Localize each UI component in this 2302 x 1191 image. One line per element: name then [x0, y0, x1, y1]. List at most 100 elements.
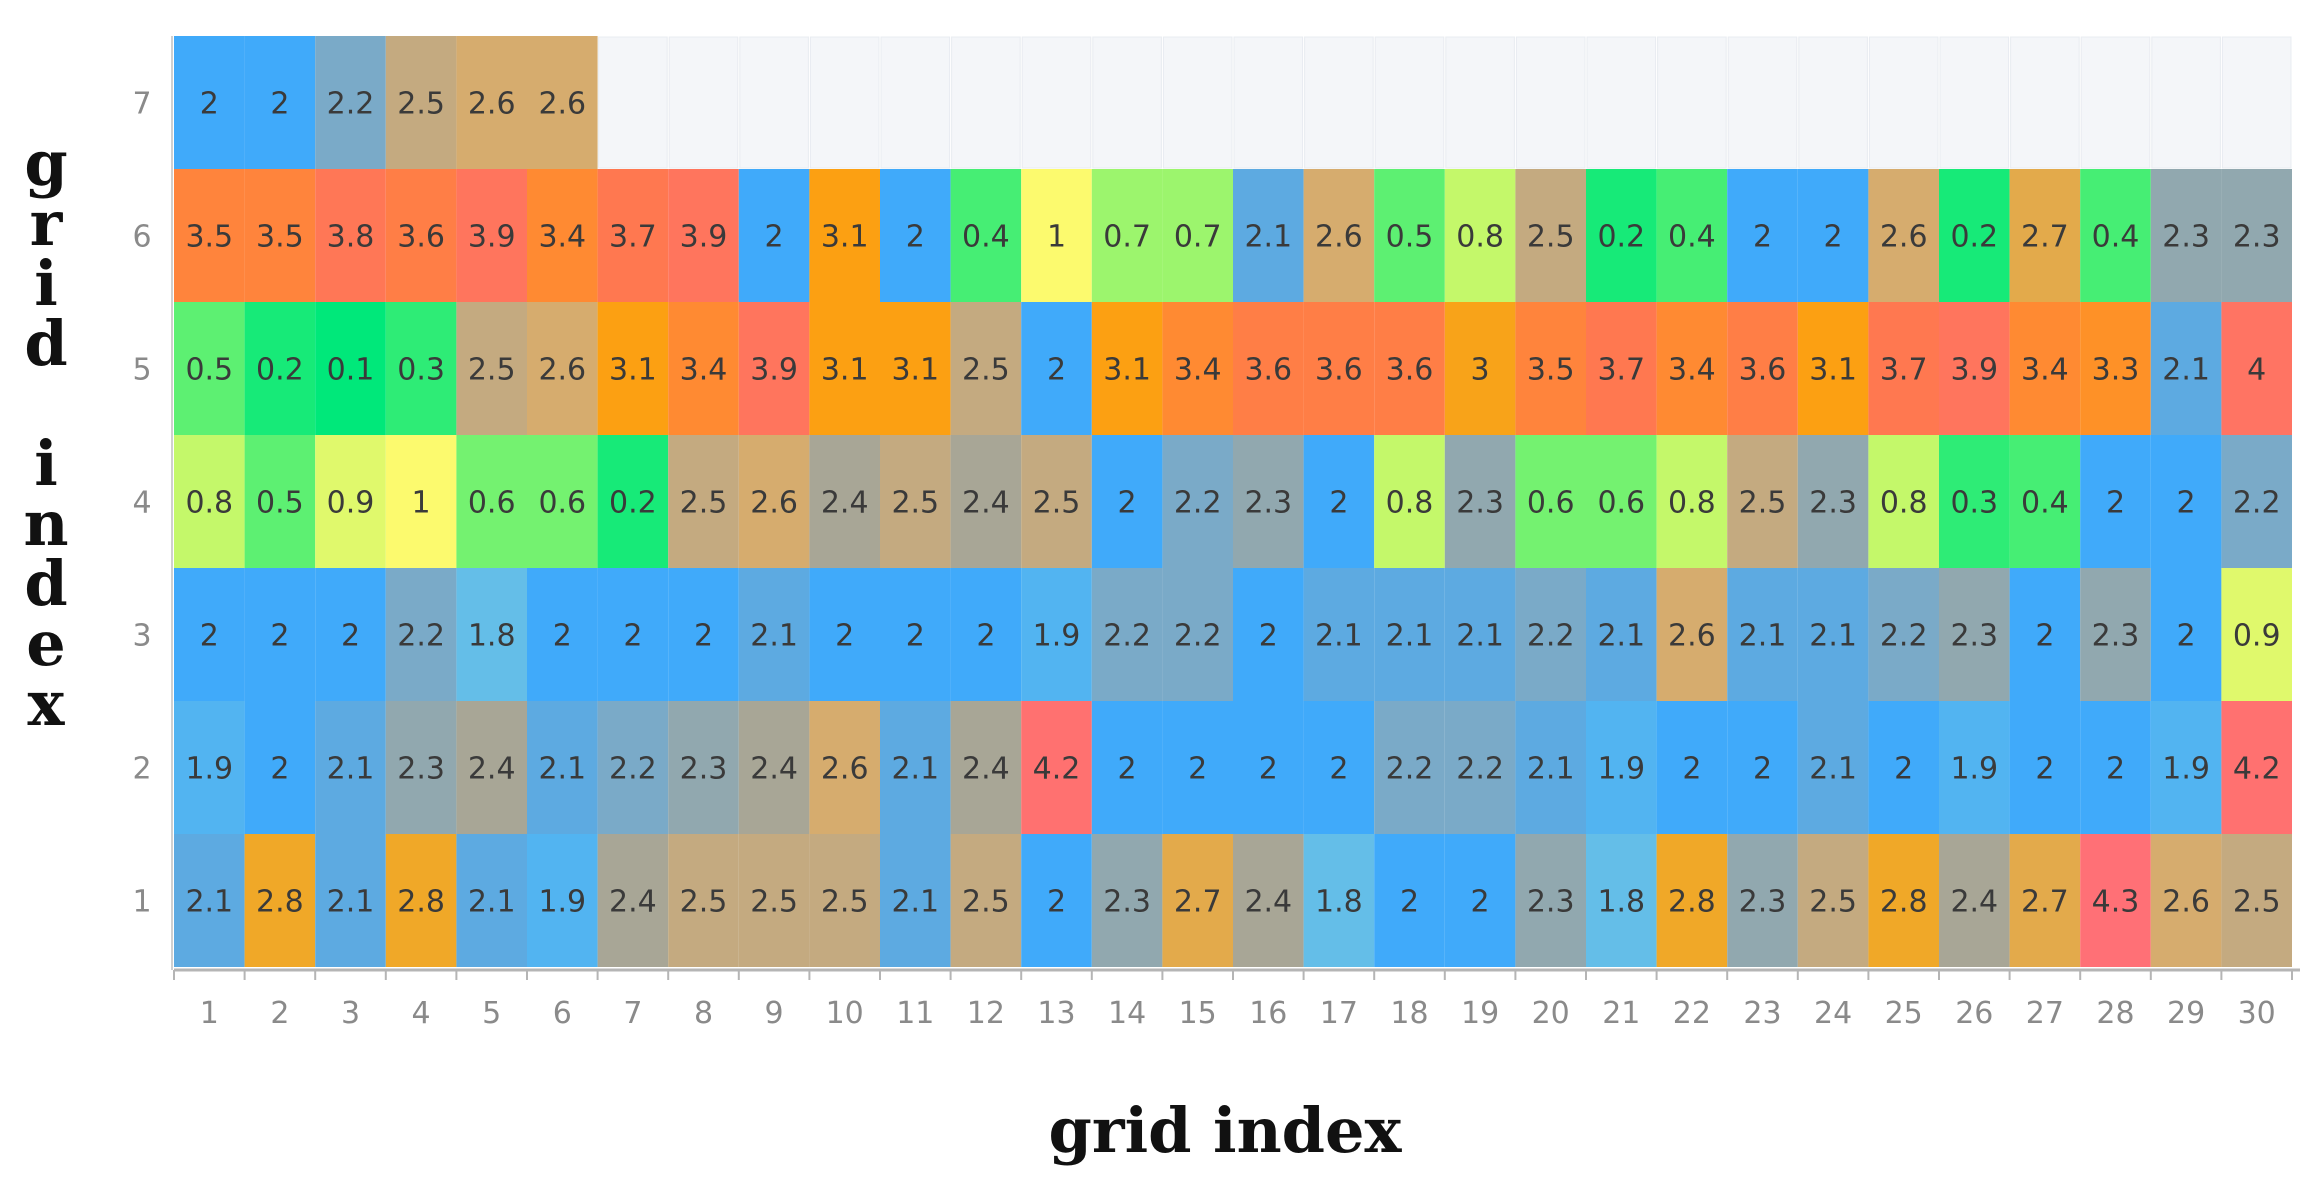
heatmap-cell — [385, 435, 457, 568]
heatmap-cell — [1586, 169, 1657, 302]
cell-value-label: 2.7 — [1174, 885, 1222, 920]
cell-value-label: 2 — [1824, 220, 1843, 255]
cell-value-label: 2.4 — [750, 752, 798, 787]
x-tick-label: 11 — [896, 996, 934, 1031]
cell-value-label: 2 — [200, 87, 219, 122]
cell-value-label: 1.8 — [1597, 885, 1645, 920]
cell-value-label: 3.8 — [327, 220, 375, 255]
cell-value-label: 2.6 — [750, 486, 798, 521]
heatmap-cell — [1586, 435, 1657, 568]
heatmap-cell — [315, 302, 386, 435]
cell-value-label: 2.8 — [1668, 885, 1716, 920]
x-tick-label: 24 — [1814, 996, 1852, 1031]
cell-value-label: 2 — [1188, 752, 1207, 787]
heatmap-cell — [1374, 568, 1445, 701]
empty-cell — [1233, 36, 1304, 169]
heatmap-cell — [2150, 169, 2222, 302]
cell-value-label: 2.8 — [256, 885, 304, 920]
cell-value-label: 2 — [1118, 752, 1137, 787]
heatmap-cell — [2009, 701, 2081, 834]
cell-value-label: 2.2 — [327, 87, 375, 122]
heatmap-cell — [738, 568, 810, 701]
heatmap-cell — [1374, 834, 1445, 967]
cell-value-label: 2.5 — [962, 353, 1010, 388]
cell-value-label: 4.2 — [1033, 752, 1081, 787]
heatmap-cell — [1797, 169, 1869, 302]
heatmap-cell — [2080, 568, 2151, 701]
cell-value-label: 2.1 — [1809, 619, 1857, 654]
cell-value-label: 2.5 — [750, 885, 798, 920]
heatmap-cell — [1727, 568, 1798, 701]
heatmap-cell — [244, 435, 316, 568]
y-axis-title-char: e — [26, 607, 65, 680]
cell-value-label: 2 — [1329, 752, 1348, 787]
cell-value-label: 3.7 — [1597, 353, 1645, 388]
cell-value-label: 0.2 — [256, 353, 304, 388]
heatmap-cell — [1656, 568, 1728, 701]
heatmap-cell — [1727, 169, 1798, 302]
cell-value-label: 2.2 — [1880, 619, 1928, 654]
heatmap-cell — [456, 302, 527, 435]
heatmap-cell — [1091, 701, 1163, 834]
heatmap-cell — [2080, 302, 2151, 435]
cell-value-label: 2.7 — [2021, 220, 2069, 255]
heatmap-cell — [315, 568, 386, 701]
heatmap-cell — [1444, 302, 1516, 435]
cell-value-label: 2 — [765, 220, 784, 255]
heatmap-cell — [1656, 302, 1728, 435]
heatmap-cell — [315, 701, 386, 834]
heatmap-cell — [1233, 169, 1304, 302]
heatmap-cell — [668, 701, 739, 834]
cell-value-label: 2 — [1471, 885, 1490, 920]
x-tick-label: 5 — [482, 996, 501, 1031]
heatmap-cell — [809, 568, 880, 701]
cell-value-label: 3.5 — [185, 220, 233, 255]
cell-value-label: 1 — [412, 486, 431, 521]
cell-value-label: 2.6 — [1880, 220, 1928, 255]
heatmap-cell — [668, 302, 739, 435]
heatmap-cell — [950, 834, 1022, 967]
x-axis-title: grid index — [1049, 1094, 1403, 1167]
cell-value-label: 2 — [1047, 353, 1066, 388]
empty-cell — [1374, 36, 1445, 169]
cell-value-label: 2.3 — [2162, 220, 2210, 255]
cell-value-label: 1.9 — [2162, 752, 2210, 787]
empty-cell — [2080, 36, 2151, 169]
heatmap-cell — [1303, 302, 1375, 435]
cell-value-label: 0.8 — [185, 486, 233, 521]
cell-value-label: 2.4 — [821, 486, 869, 521]
cell-value-label: 2.1 — [468, 885, 516, 920]
cell-value-label: 1.9 — [1950, 752, 1998, 787]
x-tick-label: 2 — [270, 996, 289, 1031]
cell-value-label: 2 — [906, 619, 925, 654]
heatmap-cell — [809, 169, 880, 302]
cell-value-label: 2.2 — [2233, 486, 2281, 521]
heatmap-cell — [738, 169, 810, 302]
heatmap-cell — [2150, 701, 2222, 834]
x-tick-label: 19 — [1461, 996, 1499, 1031]
cell-value-label: 3.7 — [1880, 353, 1928, 388]
heatmap-cell — [1868, 435, 1939, 568]
heatmap-cell — [1515, 169, 1586, 302]
heatmap-cell — [880, 169, 951, 302]
cell-value-label: 2.3 — [397, 752, 445, 787]
cell-value-label: 2.4 — [609, 885, 657, 920]
empty-cell — [1657, 36, 1727, 169]
cell-value-label: 0.5 — [185, 353, 233, 388]
cell-value-label: 2.2 — [1174, 619, 1222, 654]
heatmap-cell — [950, 302, 1022, 435]
heatmap-cell — [1303, 834, 1375, 967]
heatmap-cell — [1586, 568, 1657, 701]
cell-value-label: 2 — [2106, 752, 2125, 787]
heatmap-cell — [738, 302, 810, 435]
cell-value-label: 2.5 — [1809, 885, 1857, 920]
x-tick-label: 3 — [341, 996, 360, 1031]
heatmap-cell — [1021, 169, 1092, 302]
heatmap-cell — [1656, 834, 1728, 967]
x-tick-label: 23 — [1743, 996, 1781, 1031]
cell-value-label: 0.7 — [1103, 220, 1151, 255]
heatmap-cell — [1303, 701, 1375, 834]
cell-value-label: 2.1 — [2162, 353, 2210, 388]
